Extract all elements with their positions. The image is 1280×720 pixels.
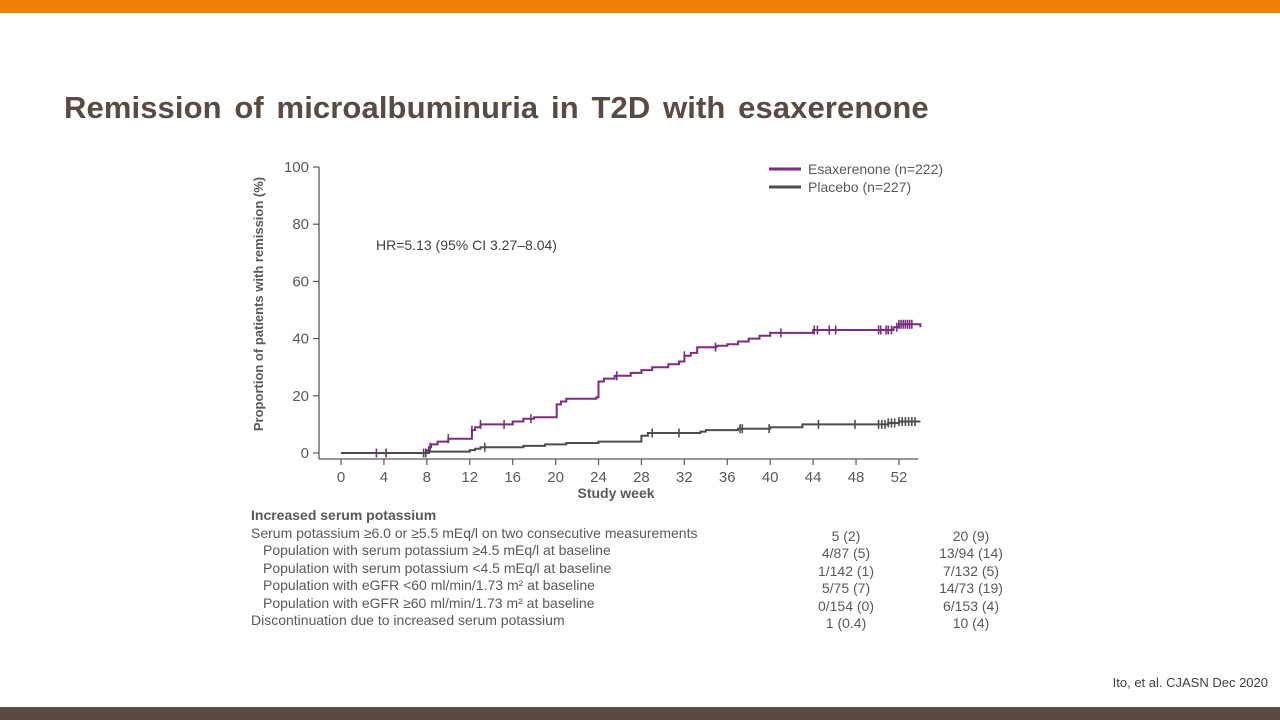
slide-title: Remission of microalbuminuria in T2D wit… — [64, 90, 929, 125]
chart-curves — [341, 319, 922, 458]
esaxerenone-value: 5/75 (7) — [821, 580, 871, 596]
placebo-value: 10 (4) — [952, 615, 990, 631]
table-row: Discontinuation due to increased serum p… — [251, 612, 1031, 631]
y-tick-label: 60 — [292, 273, 309, 290]
table-row: Population with serum potassium ≥4.5 mEq… — [251, 542, 1031, 561]
row-label: Population with serum potassium <4.5 mEq… — [263, 559, 612, 576]
x-tick-label: 12 — [461, 469, 478, 486]
x-tick-label: 32 — [676, 469, 693, 486]
y-tick-label: 0 — [301, 445, 309, 462]
esaxerenone-value: 5 (2) — [831, 527, 861, 544]
placebo-value: 14/73 (19) — [939, 580, 1003, 596]
x-tick-label: 28 — [633, 469, 650, 486]
x-tick-label: 20 — [547, 469, 564, 486]
row-label: Population with eGFR <60 ml/min/1.73 m² … — [263, 577, 595, 593]
x-tick-label: 48 — [848, 469, 865, 486]
legend: Esaxerenone (n=222) Placebo (n=227) — [769, 161, 943, 195]
series-line-esaxerenone — [341, 323, 922, 454]
legend-label-placebo: Placebo (n=227) — [808, 179, 911, 195]
placebo-value: 6/153 (4) — [942, 597, 1000, 614]
placebo-value: 13/94 (14) — [939, 545, 1003, 561]
citation: Ito, et al. CJASN Dec 2020 — [1112, 675, 1268, 690]
adverse-events-table: Increased serum potassium Serum potassiu… — [251, 507, 1031, 631]
placebo-value: 7/132 (5) — [942, 562, 1000, 579]
x-tick-label: 36 — [719, 469, 736, 486]
x-tick-label: 44 — [805, 469, 822, 486]
y-tick-label: 40 — [292, 331, 309, 348]
y-axis-label: Proportion of patients with remission (%… — [251, 177, 266, 431]
y-tick-label: 20 — [292, 388, 309, 405]
bottom-accent-bar — [0, 707, 1280, 720]
esaxerenone-value: 1 (0.4) — [825, 615, 867, 631]
x-tick-label: 40 — [762, 469, 779, 486]
x-tick-label: 8 — [423, 469, 431, 486]
table-row: Serum potassium ≥6.0 or ≥5.5 mEq/l on tw… — [251, 524, 1031, 544]
esaxerenone-value: 1/142 (1) — [817, 562, 875, 579]
table-header: Increased serum potassium — [251, 507, 437, 523]
placebo-value: 20 (9) — [952, 527, 990, 544]
x-tick-label: 52 — [891, 469, 908, 486]
row-label: Discontinuation due to increased serum p… — [251, 612, 565, 628]
x-tick-label: 4 — [380, 469, 388, 486]
y-tick-label: 100 — [284, 159, 309, 176]
row-label: Serum potassium ≥6.0 or ≥5.5 mEq/l on tw… — [251, 524, 698, 541]
table-row: Population with serum potassium <4.5 mEq… — [251, 559, 1031, 579]
legend-label-esaxerenone: Esaxerenone (n=222) — [808, 161, 943, 177]
table-row: Population with eGFR ≥60 ml/min/1.73 m² … — [251, 594, 1031, 614]
y-tick-label: 80 — [292, 216, 309, 233]
row-label: Population with eGFR ≥60 ml/min/1.73 m² … — [263, 594, 595, 611]
table-row: Population with eGFR <60 ml/min/1.73 m² … — [251, 577, 1031, 596]
esaxerenone-value: 4/87 (5) — [821, 545, 871, 561]
x-tick-label: 16 — [504, 469, 521, 486]
x-tick-label: 24 — [590, 469, 607, 486]
esaxerenone-value: 0/154 (0) — [817, 597, 875, 614]
top-accent-bar — [0, 0, 1280, 13]
series-line-placebo — [341, 420, 921, 454]
x-tick-label: 0 — [337, 469, 345, 486]
x-axis-label: Study week — [577, 485, 654, 501]
hazard-ratio-annotation: HR=5.13 (95% CI 3.27–8.04) — [376, 237, 557, 253]
row-label: Population with serum potassium ≥4.5 mEq… — [263, 542, 611, 558]
